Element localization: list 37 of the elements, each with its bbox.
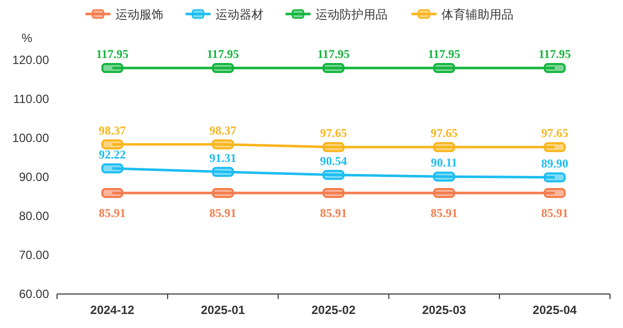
legend-label: 运动器材 [216,8,264,22]
x-tick-label: 2025-01 [200,303,246,317]
y-tick-label: 60.00 [18,287,50,301]
data-label: 85.91 [430,206,458,220]
data-label: 98.37 [209,123,236,138]
y-tick-label: 70.00 [18,248,50,262]
data-label: 90.54 [320,154,347,168]
data-label: 97.65 [541,126,568,140]
data-label: 92.22 [98,147,126,162]
y-tick-label: 120.00 [12,53,50,67]
data-label: 85.91 [320,206,347,220]
data-label: 97.65 [430,126,458,140]
data-label: 85.91 [98,206,126,220]
x-tick-label: 2025-02 [311,303,356,317]
legend-label: 运动服饰 [116,8,164,22]
data-label: 117.95 [96,46,128,61]
data-label: 97.65 [320,126,347,140]
x-tick-label: 2024-12 [90,303,135,317]
data-label: 85.91 [541,206,568,220]
data-label: 117.95 [317,46,350,61]
y-axis-title: % [22,31,33,45]
y-tick-label: 80.00 [18,209,50,223]
y-tick-label: 110.00 [13,92,50,106]
x-tick-label: 2025-04 [532,303,578,317]
y-tick-label: 100.00 [12,131,50,145]
data-label: 117.95 [538,46,571,61]
data-label: 85.91 [209,206,236,220]
data-label: 89.90 [541,156,568,170]
data-label: 91.31 [209,150,236,165]
data-label: 117.95 [206,46,240,61]
data-label: 117.95 [428,46,460,61]
y-tick-label: 90.00 [18,170,50,184]
data-label: 98.37 [98,123,126,138]
legend-label: 运动防护用品 [316,8,388,22]
x-tick-label: 2025-03 [422,303,466,317]
data-label: 90.11 [430,156,458,170]
legend-label: 体育辅助用品 [442,8,514,22]
